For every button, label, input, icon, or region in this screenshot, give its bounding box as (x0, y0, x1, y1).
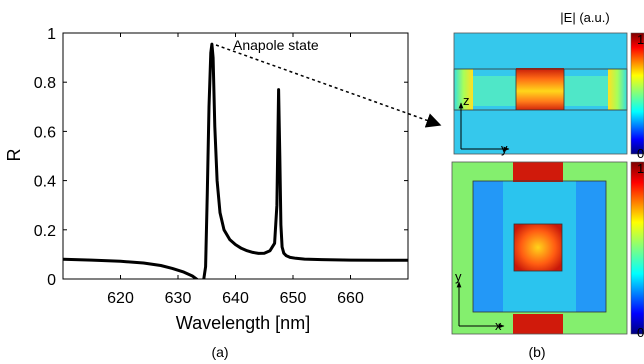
plot-area: 620 630 640 650 660 0 0.2 0.4 0.6 0.8 1 (34, 26, 409, 307)
field-map-top-hotspot-2 (516, 68, 564, 110)
colorbar-bottom: 1 0 (630, 161, 644, 340)
field-map-bottom-hotspot-top (513, 162, 563, 182)
y-tick-label-2: 0.4 (34, 174, 56, 191)
reflectance-chart: 620 630 640 650 660 0 0.2 0.4 0.6 0.8 1 R Waveleng… (4, 26, 442, 360)
axis-label-y-top: y (501, 141, 508, 156)
panel-a-label: (a) (211, 344, 228, 360)
field-map-top-hotspot-1 (454, 69, 473, 110)
y-tick-label-1: 0.2 (34, 223, 56, 240)
anapole-annotation: Anapole state (233, 37, 319, 53)
field-map-top: z y (453, 32, 628, 156)
field-maps-panel: |E| (a.u.) z y 1 0 (451, 10, 644, 360)
field-map-bottom-right-lobe (576, 181, 606, 312)
plot-frame (62, 32, 409, 280)
field-map-bottom: y x (451, 161, 628, 335)
field-map-top-hotspot-3 (608, 69, 627, 110)
colorbar-bottom-gradient (630, 161, 644, 335)
y-tick-label-0: 0 (47, 272, 56, 289)
axis-label-y-bottom: y (455, 269, 462, 284)
colorbar-bottom-max: 1 (637, 161, 644, 176)
y-tick-label-5: 1 (47, 26, 56, 43)
y-axis-label: R (4, 149, 24, 162)
y-tick-label-4: 0.8 (34, 75, 56, 92)
annotation-arrow (215, 44, 442, 128)
y-tick-label-3: 0.6 (34, 124, 56, 141)
axis-label-z: z (463, 93, 470, 108)
x-tick-label-660: 660 (337, 290, 364, 307)
field-map-bottom-center-hotspot (514, 224, 562, 271)
colorbar-top-gradient (630, 32, 644, 155)
field-map-bottom-outer-outline (472, 180, 607, 313)
x-tick-label-640: 640 (222, 290, 249, 307)
x-tick-label-630: 630 (165, 290, 192, 307)
x-tick-label-620: 620 (107, 290, 134, 307)
field-map-bottom-frame (451, 161, 628, 335)
colorbar-top-max: 1 (637, 32, 644, 47)
colorbar-bottom-min: 0 (637, 325, 644, 340)
field-map-top-frame (453, 32, 628, 155)
x-tick-label-650: 650 (280, 290, 307, 307)
field-map-bottom-inner-outline (513, 223, 563, 272)
field-map-bottom-left-lobe (473, 181, 503, 312)
colorbar-top-min: 0 (637, 146, 644, 161)
x-axis-label: Wavelength [nm] (176, 313, 310, 333)
field-map-bottom-hotspot-bottom (513, 314, 563, 334)
axis-label-x: x (495, 318, 502, 333)
colorbar-top: 1 0 (630, 32, 644, 161)
panel-b-label: (b) (528, 344, 545, 360)
colorbar-title: |E| (a.u.) (560, 10, 609, 25)
series-line-0 (63, 42, 408, 279)
